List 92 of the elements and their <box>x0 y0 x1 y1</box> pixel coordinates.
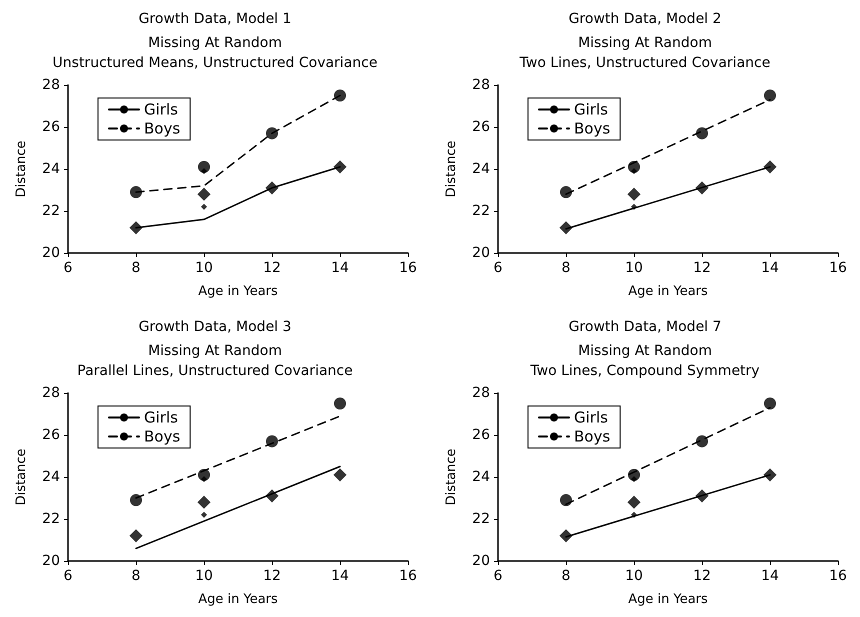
chart-subtitle: Missing At Random Two Lines, Compound Symmetry <box>529 342 760 378</box>
point <box>197 188 211 201</box>
point <box>266 434 278 447</box>
x-tick-label: 8 <box>132 568 140 584</box>
x-tick-label: 10 <box>625 260 643 276</box>
legend-label: Boys <box>574 427 610 445</box>
point <box>630 168 638 174</box>
point <box>630 476 638 482</box>
point <box>627 495 641 508</box>
point <box>333 468 347 481</box>
point <box>334 396 346 410</box>
y-tick-label: 28 <box>472 77 490 93</box>
point <box>696 127 708 140</box>
y-tick-label: 20 <box>42 245 60 261</box>
y-tick-label: 28 <box>472 384 490 400</box>
y-tick-label: 20 <box>472 552 490 568</box>
point <box>200 511 208 518</box>
y-axis-title: Distance <box>444 140 459 198</box>
x-axis-title: Age in Years <box>628 284 708 299</box>
y-tick-label: 26 <box>472 426 490 442</box>
y-tick-label: 24 <box>472 468 490 484</box>
y-tick-label: 22 <box>42 203 60 219</box>
legend-label: Girls <box>144 408 178 426</box>
x-tick-label: 12 <box>263 260 281 276</box>
legend-label: Girls <box>574 408 608 426</box>
chart-title: Growth Data, Model 3 <box>138 318 292 334</box>
chart-title: Growth Data, Model 7 <box>568 318 722 334</box>
point <box>266 127 278 140</box>
x-tick-label: 16 <box>399 260 417 276</box>
y-tick-label: 24 <box>472 161 490 177</box>
legend-label: Boys <box>144 120 180 138</box>
point <box>130 186 142 198</box>
x-tick-label: 10 <box>195 568 213 584</box>
y-tick-label: 22 <box>472 203 490 219</box>
point <box>200 204 208 210</box>
point <box>627 188 641 201</box>
legend-label: Girls <box>144 100 178 118</box>
x-tick-label: 14 <box>761 568 779 584</box>
point <box>560 494 572 506</box>
x-tick-label: 8 <box>132 260 140 276</box>
point <box>334 89 346 102</box>
point <box>200 168 208 174</box>
point <box>197 495 211 508</box>
y-tick-label: 28 <box>42 384 60 400</box>
y-tick-label: 22 <box>42 510 60 526</box>
x-tick-label: 12 <box>693 568 711 584</box>
y-axis-title: Distance <box>444 448 459 505</box>
y-tick-label: 28 <box>42 77 60 93</box>
legend-label: Boys <box>144 427 180 445</box>
y-axis-title: Distance <box>14 448 29 505</box>
point <box>764 396 776 410</box>
x-axis-title: Age in Years <box>198 284 278 299</box>
chart-title: Growth Data, Model 2 <box>568 11 722 27</box>
x-tick-label: 14 <box>331 568 349 584</box>
x-axis-title: Age in Years <box>628 592 708 606</box>
x-tick-label: 6 <box>64 260 73 276</box>
chart-title: Growth Data, Model 1 <box>138 11 292 27</box>
chart-subtitle: Missing At Random Parallel Lines, Unstructured Covariance <box>77 342 353 378</box>
chart-subtitle: Missing At Random Unstructured Means, Unstructured Covariance <box>52 35 378 71</box>
x-tick-label: 16 <box>829 260 847 276</box>
x-tick-label: 8 <box>562 568 570 584</box>
point <box>130 494 142 506</box>
y-axis-title: Distance <box>14 140 29 198</box>
y-tick-label: 26 <box>472 119 490 135</box>
point <box>696 434 708 447</box>
x-tick-label: 14 <box>331 260 349 276</box>
legend-label: Girls <box>574 100 608 118</box>
x-tick-label: 8 <box>562 260 570 276</box>
point <box>129 528 143 542</box>
y-tick-label: 20 <box>42 552 60 568</box>
point <box>764 89 776 102</box>
y-tick-label: 20 <box>472 245 490 261</box>
x-tick-label: 14 <box>761 260 779 276</box>
x-tick-label: 10 <box>195 260 213 276</box>
x-tick-label: 6 <box>494 568 503 584</box>
x-tick-label: 6 <box>64 568 73 584</box>
point <box>200 476 208 482</box>
x-tick-label: 12 <box>693 260 711 276</box>
x-tick-label: 16 <box>399 568 417 584</box>
x-axis-title: Age in Years <box>198 592 278 606</box>
y-tick-label: 22 <box>472 510 490 526</box>
x-tick-label: 6 <box>494 260 503 276</box>
y-tick-label: 24 <box>42 468 60 484</box>
x-tick-label: 10 <box>625 568 643 584</box>
x-tick-label: 12 <box>263 568 281 584</box>
x-tick-label: 16 <box>829 568 847 584</box>
point <box>560 186 572 198</box>
chart-subtitle: Missing At Random Two Lines, Unstructured Covariance <box>518 35 770 71</box>
legend-label: Boys <box>574 120 610 138</box>
y-tick-label: 24 <box>42 161 60 177</box>
y-tick-label: 26 <box>42 426 60 442</box>
y-tick-label: 26 <box>42 119 60 135</box>
